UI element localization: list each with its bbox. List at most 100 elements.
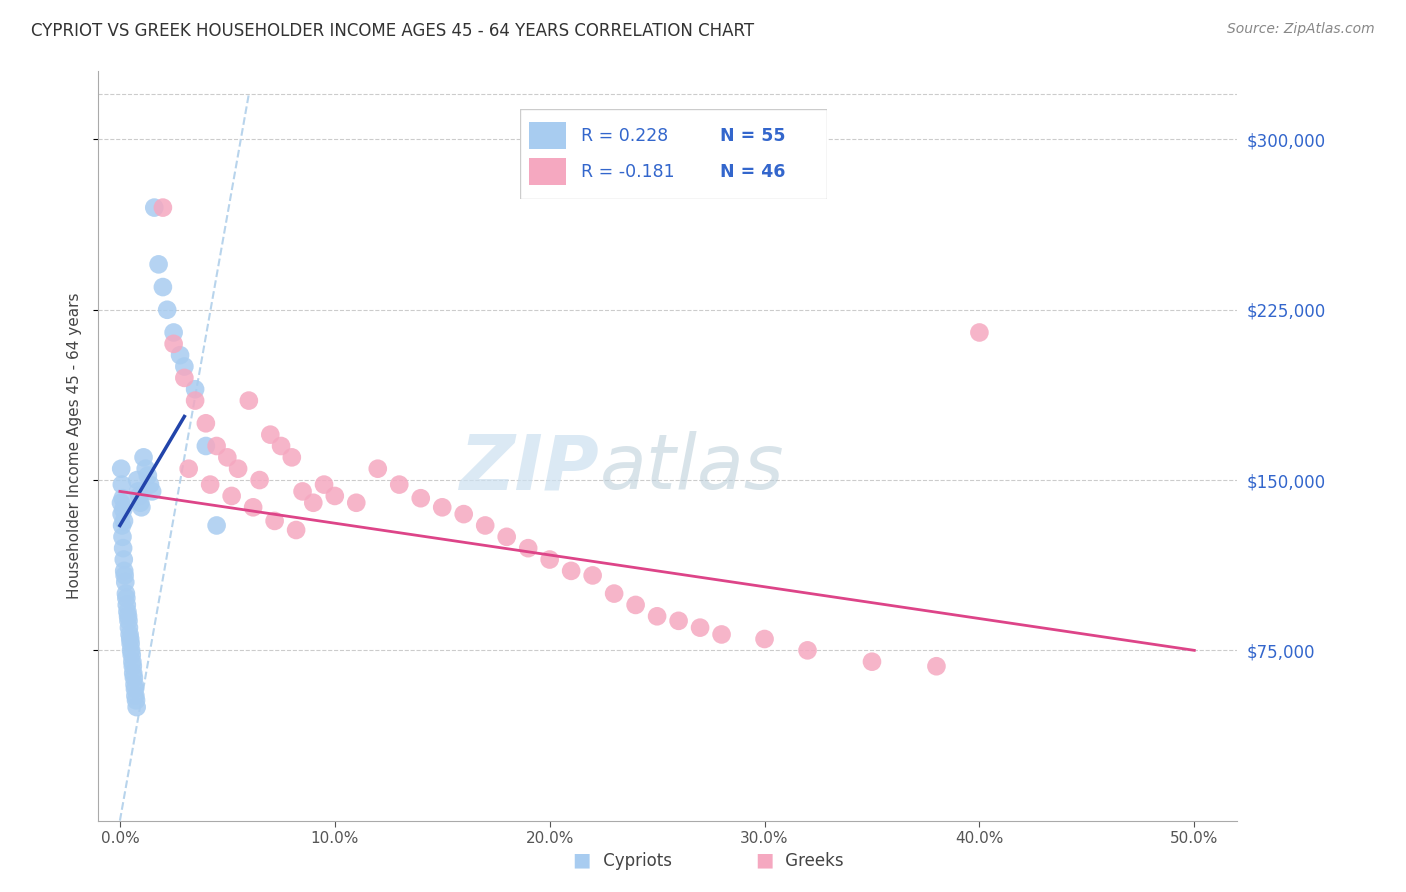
Point: [131, 500, 153, 515]
Point: [285, 523, 308, 537]
Point: [312, 477, 335, 491]
Point: [117, 605, 139, 619]
Point: [162, 336, 184, 351]
Point: [110, 496, 132, 510]
Point: [796, 643, 818, 657]
Point: [120, 632, 142, 646]
Point: [624, 598, 647, 612]
Text: Greeks: Greeks: [780, 852, 844, 870]
Point: [117, 609, 139, 624]
Point: [114, 575, 136, 590]
Point: [453, 507, 475, 521]
Point: [112, 502, 135, 516]
Point: [128, 489, 150, 503]
Point: [184, 393, 207, 408]
Text: ■: ■: [755, 851, 773, 870]
Y-axis label: Householder Income Ages 45 - 64 years: Householder Income Ages 45 - 64 years: [67, 293, 83, 599]
Point: [122, 671, 145, 685]
Point: [111, 507, 134, 521]
Point: [124, 689, 146, 703]
Point: [205, 439, 228, 453]
Point: [156, 302, 179, 317]
Point: [112, 552, 135, 566]
Point: [281, 450, 304, 465]
Point: [124, 677, 146, 691]
Point: [184, 382, 207, 396]
Point: [117, 614, 139, 628]
Point: [112, 564, 135, 578]
Point: [409, 491, 432, 506]
Point: [173, 371, 195, 385]
Point: [226, 461, 249, 475]
Point: [152, 280, 174, 294]
Point: [112, 541, 135, 556]
Point: [121, 659, 143, 673]
Point: [668, 614, 690, 628]
Point: [135, 461, 157, 475]
Point: [538, 552, 561, 566]
Point: [645, 609, 668, 624]
Point: [367, 461, 389, 475]
Point: [136, 468, 159, 483]
Point: [115, 586, 138, 600]
Point: [302, 496, 325, 510]
Point: [194, 439, 217, 453]
Point: [111, 518, 134, 533]
Point: [291, 484, 314, 499]
Text: Cypriots: Cypriots: [598, 852, 672, 870]
Point: [582, 568, 605, 582]
Point: [169, 348, 191, 362]
Point: [249, 473, 271, 487]
Point: [114, 568, 136, 582]
Point: [112, 514, 135, 528]
Point: [127, 473, 149, 487]
Point: [259, 427, 281, 442]
Point: [127, 484, 149, 499]
Point: [141, 484, 163, 499]
Point: [270, 439, 292, 453]
Point: [754, 632, 776, 646]
Text: Source: ZipAtlas.com: Source: ZipAtlas.com: [1227, 22, 1375, 37]
Point: [194, 417, 217, 431]
Point: [120, 636, 142, 650]
Point: [860, 655, 883, 669]
Point: [710, 627, 733, 641]
Point: [162, 326, 184, 340]
Point: [111, 530, 134, 544]
Text: CYPRIOT VS GREEK HOUSEHOLDER INCOME AGES 45 - 64 YEARS CORRELATION CHART: CYPRIOT VS GREEK HOUSEHOLDER INCOME AGES…: [31, 22, 754, 40]
Point: [124, 681, 146, 696]
Point: [689, 621, 711, 635]
Point: [238, 393, 260, 408]
Point: [139, 477, 162, 491]
Point: [495, 530, 517, 544]
Point: [474, 518, 496, 533]
Text: atlas: atlas: [599, 432, 785, 506]
Point: [111, 477, 134, 491]
Point: [115, 598, 138, 612]
Point: [148, 257, 170, 271]
Point: [242, 500, 264, 515]
Point: [173, 359, 195, 374]
Point: [177, 461, 200, 475]
Point: [125, 693, 148, 707]
Point: [125, 700, 148, 714]
Point: [432, 500, 454, 515]
Point: [221, 489, 243, 503]
Point: [323, 489, 346, 503]
Point: [129, 496, 152, 510]
Point: [388, 477, 411, 491]
Point: [118, 621, 141, 635]
Point: [217, 450, 239, 465]
Text: ■: ■: [572, 851, 591, 870]
Point: [121, 648, 143, 662]
Point: [122, 666, 145, 681]
Point: [969, 326, 991, 340]
Point: [152, 201, 174, 215]
Point: [110, 461, 132, 475]
Point: [120, 643, 142, 657]
Point: [925, 659, 948, 673]
Point: [560, 564, 582, 578]
Point: [118, 627, 141, 641]
Point: [132, 450, 155, 465]
Point: [205, 518, 228, 533]
